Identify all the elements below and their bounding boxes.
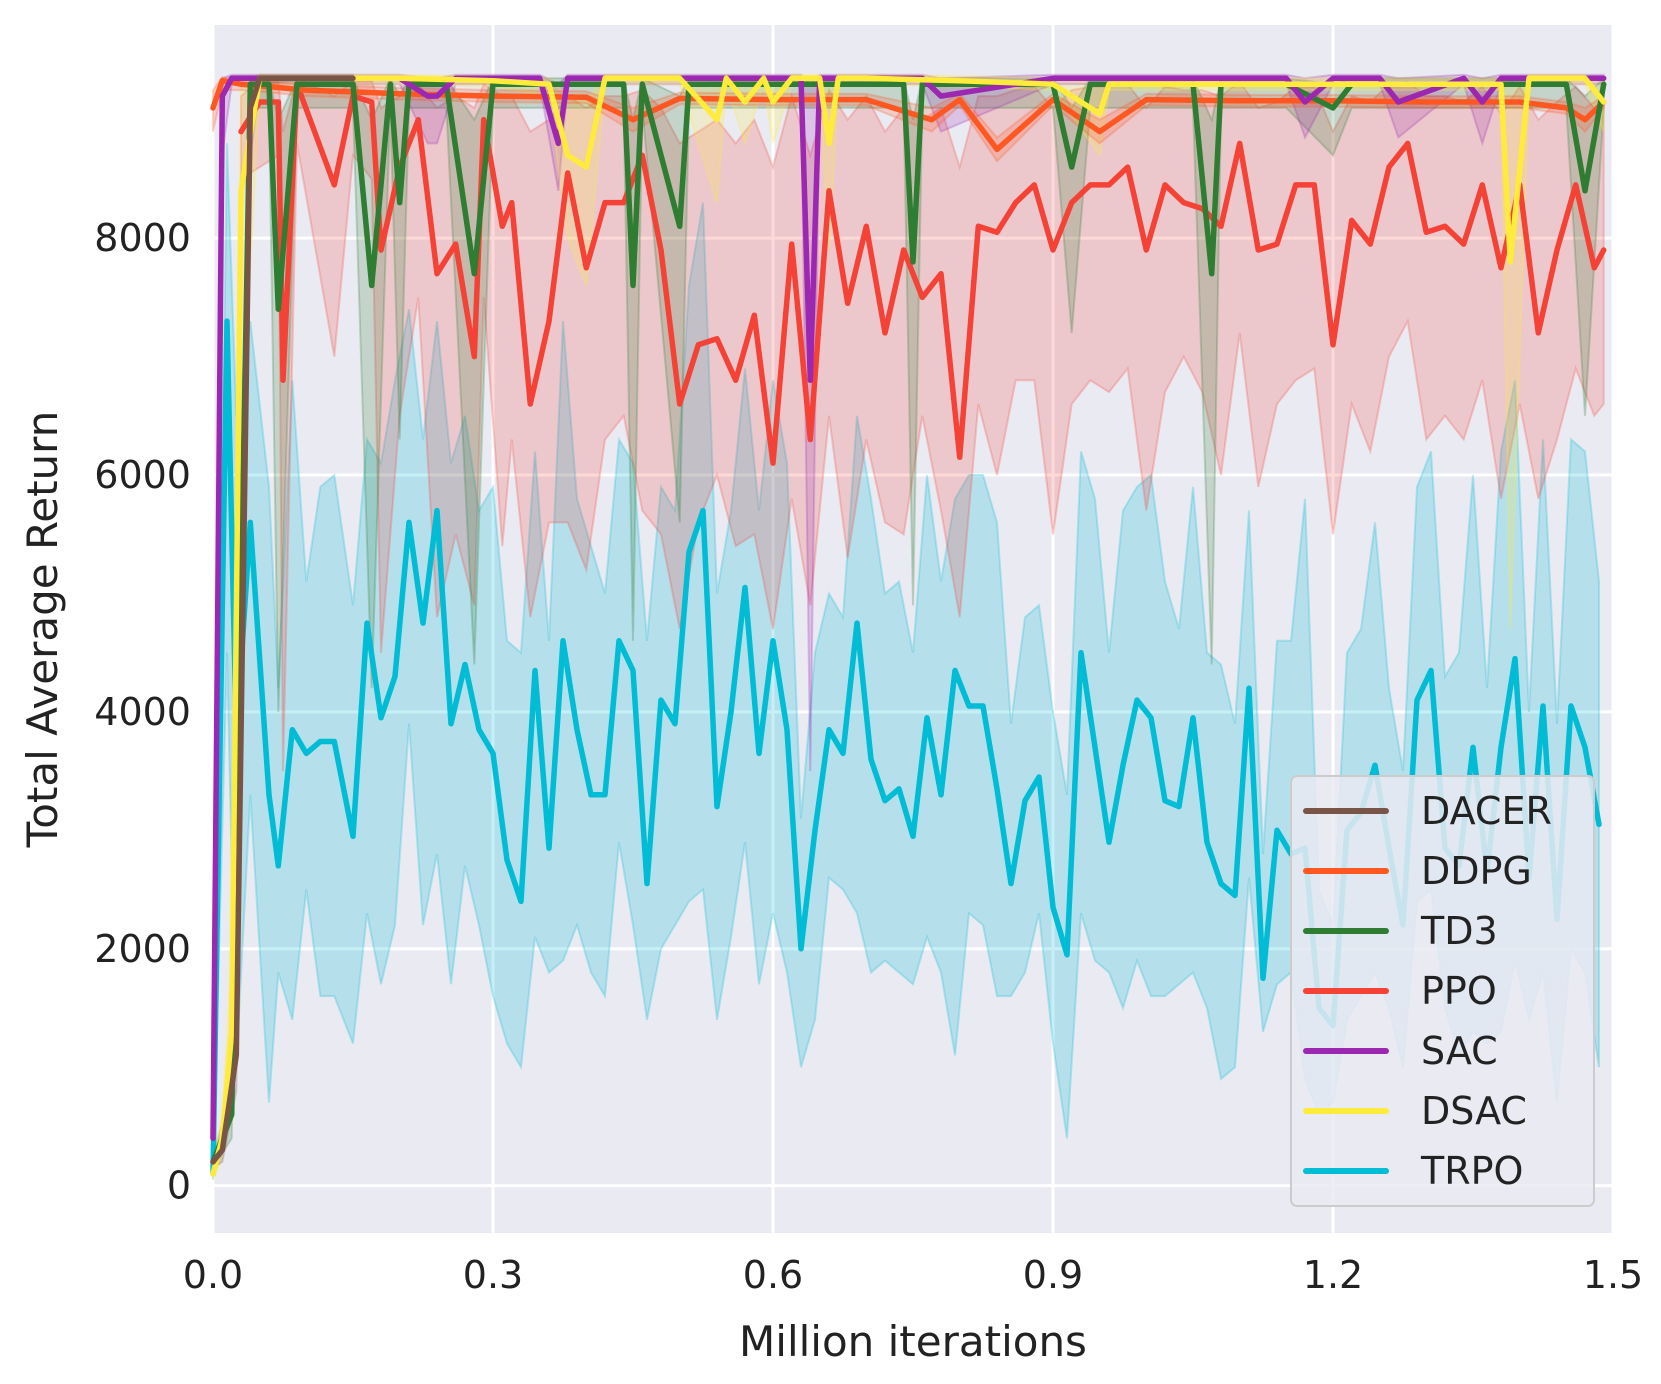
y-tick-label: 6000 — [94, 453, 191, 497]
series-line-sac — [210, 75, 1607, 1142]
legend-label-ppo: PPO — [1421, 969, 1497, 1013]
band-trpo — [212, 143, 1600, 1180]
x-tick-label: 1.5 — [1583, 1253, 1643, 1297]
y-axis-title: Total Average Return — [18, 411, 67, 849]
legend-label-sac: SAC — [1421, 1029, 1498, 1073]
x-tick-label: 0.6 — [743, 1253, 803, 1297]
series-line-td3 — [210, 81, 1607, 1165]
band-td3 — [212, 75, 1605, 1172]
series-line-ppo — [238, 81, 1607, 466]
legend-label-ddpg: DDPG — [1421, 849, 1532, 893]
x-axis-title: Million iterations — [739, 1317, 1087, 1366]
legend-label-dacer: DACER — [1421, 789, 1552, 833]
y-tick-label: 2000 — [94, 927, 191, 971]
legend-label-trpo: TRPO — [1420, 1149, 1523, 1193]
legend-label-td3: TD3 — [1420, 909, 1498, 953]
y-tick-label: 8000 — [94, 216, 191, 260]
series-line-dsac — [210, 75, 1607, 1177]
x-tick-labels: 0.0 0.3 0.6 0.9 1.2 1.5 — [183, 1253, 1643, 1297]
y-tick-label: 0 — [167, 1164, 191, 1208]
legend-box — [1290, 775, 1595, 1207]
y-tick-labels: 0 2000 4000 6000 8000 — [94, 216, 191, 1207]
x-tick-label: 0.3 — [463, 1253, 523, 1297]
series-line-ddpg — [210, 77, 1607, 153]
legend: DACER DDPG TD3 PPO SAC DSAC TRPO — [1290, 775, 1595, 1207]
legend-label-dsac: DSAC — [1421, 1089, 1527, 1133]
x-tick-label: 0.9 — [1023, 1253, 1083, 1297]
y-tick-label: 4000 — [94, 690, 191, 734]
x-tick-label: 0.0 — [183, 1253, 243, 1297]
series-line-dacer — [210, 75, 356, 1165]
x-tick-label: 1.2 — [1303, 1253, 1363, 1297]
